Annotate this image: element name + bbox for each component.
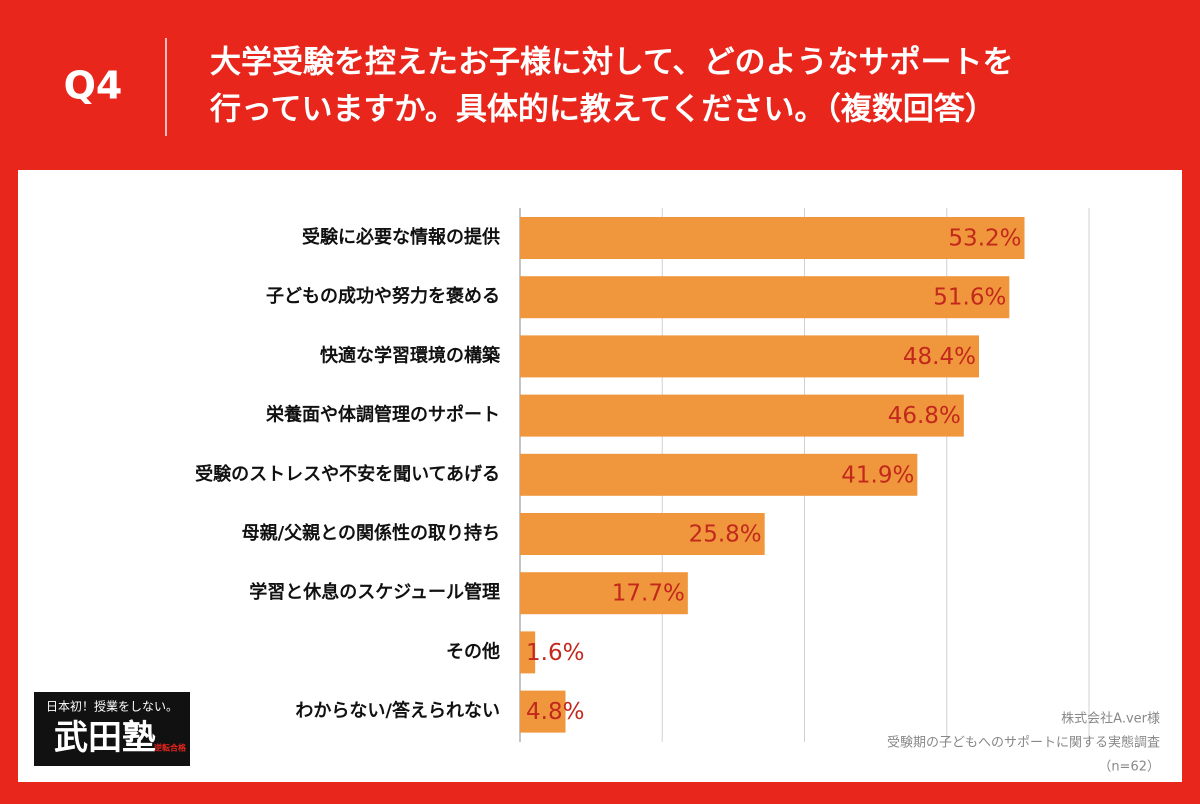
category-label: 子どもの成功や努力を褒める (266, 285, 500, 307)
category-label: 栄養面や体調管理のサポート (265, 404, 500, 426)
source-note: 株式会社A.ver様 (1061, 711, 1160, 727)
category-label: 受験に必要な情報の提供 (302, 226, 500, 248)
bar (520, 335, 979, 378)
category-label: 母親/父親との関係性の取り持ち (242, 522, 500, 544)
value-label: 1.6% (526, 640, 584, 666)
value-label: 17.7% (612, 581, 685, 607)
logo-box (34, 692, 190, 766)
category-label: 学習と休息のスケジュール管理 (249, 581, 500, 603)
bar (520, 217, 1025, 259)
category-label: 快適な学習環境の構築 (320, 344, 501, 366)
value-label: 41.9% (841, 462, 914, 488)
value-label: 46.8% (888, 403, 961, 429)
source-note: （n=62） (1098, 760, 1160, 775)
bar (520, 394, 964, 437)
value-label: 48.4% (903, 344, 976, 370)
logo-badge: 逆転合格 (154, 743, 187, 753)
bar (520, 453, 918, 496)
bar (520, 276, 1010, 319)
category-label: 受験のストレスや不安を聞いてあげる (195, 463, 500, 485)
bar (520, 572, 688, 615)
bar (520, 690, 566, 733)
value-label: 53.2% (948, 226, 1021, 252)
value-label: 51.6% (933, 285, 1006, 311)
value-label: 4.8% (526, 699, 584, 725)
title-line: 行っていますか。具体的に教えてください。（複数回答） (209, 92, 996, 128)
title-line: 大学受験を控えたお子様に対して、どのようなサポートを (210, 45, 1014, 81)
category-label: わからない/答えられない (295, 700, 500, 722)
question-number: Q4 (64, 64, 123, 108)
logo-name: 武田塾 (54, 718, 156, 758)
category-label: その他 (446, 640, 500, 662)
logo-tagline: 日本初！授業をしない。 (46, 699, 178, 714)
source-note: 受験期の子どもへのサポートに関する実態調査 (887, 735, 1160, 751)
bar (520, 513, 765, 555)
logo: 日本初！授業をしない。 武田塾 逆転合格 (34, 692, 190, 766)
bar (520, 631, 536, 674)
value-label: 25.8% (689, 522, 762, 548)
